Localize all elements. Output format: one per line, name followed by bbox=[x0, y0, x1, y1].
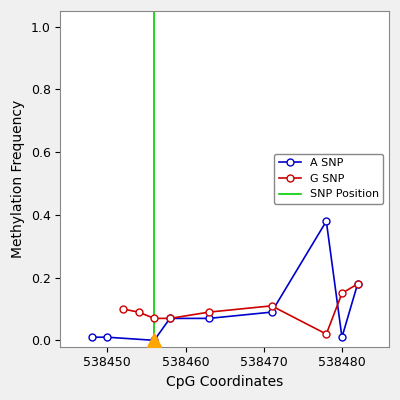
X-axis label: CpG Coordinates: CpG Coordinates bbox=[166, 375, 283, 389]
Legend: A SNP, G SNP, SNP Position: A SNP, G SNP, SNP Position bbox=[274, 154, 383, 204]
Y-axis label: Methylation Frequency: Methylation Frequency bbox=[11, 100, 25, 258]
